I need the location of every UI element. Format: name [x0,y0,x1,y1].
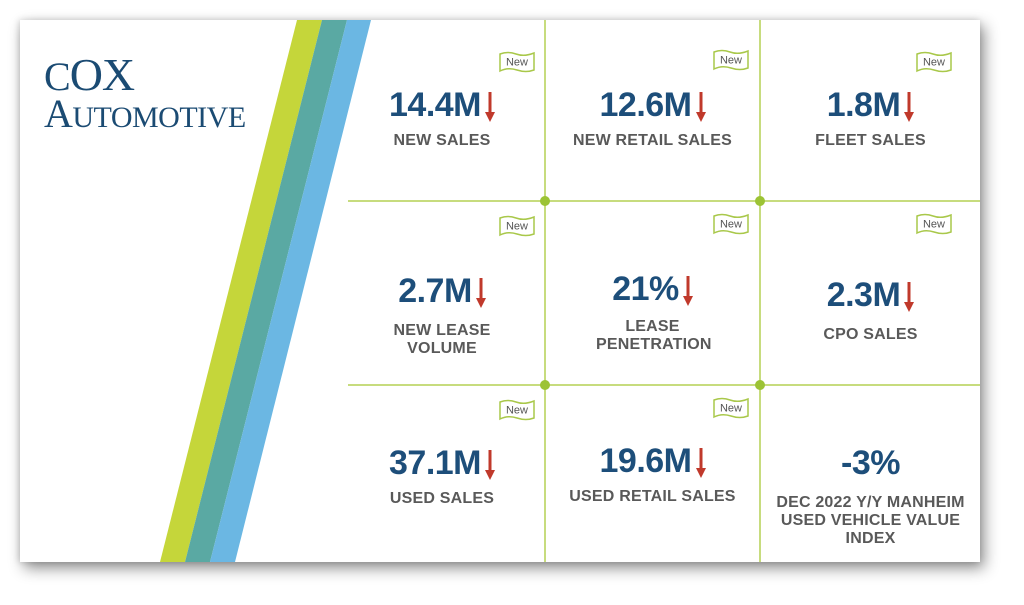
metric-label: USED RETAIL SALES [569,488,736,505]
new-badge: New [712,212,750,241]
value-text: 12.6M [599,86,693,124]
badge-text: New [923,219,945,231]
slide: COX AUTOMOTIVE New 14.4M NEW SALES New 1… [20,20,980,562]
cox-automotive-logo: COX AUTOMOTIVE [44,49,246,136]
metric-label: NEW RETAIL SALES [572,132,733,149]
tile-cpo-sales: New 2.3M CPO SALES [761,202,980,384]
down-arrow-icon [904,282,915,313]
new-badge: New [498,50,536,79]
value-text: 14.4M [389,86,482,124]
metric-label: CPO SALES [823,326,918,343]
metric-value: 1.8M [761,86,980,125]
metric-value: 21% [546,270,759,309]
logo-line1-rest: OX [69,49,135,100]
value-text: -3% [841,444,900,482]
down-arrow-icon [485,450,495,481]
grid-dot [755,196,765,206]
metric-label: USED SALES [389,490,495,507]
grid-hline-1 [348,200,980,202]
badge-text: New [923,57,945,69]
grid-hline-2 [348,384,980,386]
new-badge: New [712,396,750,425]
tile-new-retail-sales: New 12.6M NEW RETAIL SALES [546,20,759,200]
metric-label: FLEET SALES [815,132,926,149]
down-arrow-icon [475,278,486,309]
grid-vline-2 [759,20,761,562]
badge-text: New [506,405,528,417]
metric-label: NEW SALES [393,132,491,149]
value-text: 2.7M [398,272,472,310]
metric-label: NEW LEASE VOLUME [393,322,491,357]
metric-value: 37.1M [340,444,544,483]
down-arrow-icon [695,448,706,479]
metric-label: LEASE PENETRATION [596,318,712,353]
metric-value: 2.3M [761,276,980,315]
metric-value: 14.4M [340,86,544,125]
down-arrow-icon [695,92,706,123]
tile-lease-penetration: New 21% LEASE PENETRATION [546,202,759,384]
tile-new-sales: New 14.4M NEW SALES [340,20,544,200]
badge-text: New [720,55,742,67]
new-badge: New [498,398,536,427]
badge-text: New [720,403,742,415]
metric-value: 12.6M [546,86,759,125]
down-arrow-icon [904,92,915,123]
metric-value: 2.7M [340,272,544,311]
badge-text: New [506,221,528,233]
value-text: 2.3M [826,276,901,314]
tile-manheim-index: -3% DEC 2022 Y/Y MANHEIM USED VEHICLE VA… [761,386,980,562]
tile-fleet-sales: New 1.8M FLEET SALES [761,20,980,200]
grid-dot [755,380,765,390]
value-text: 19.6M [599,442,693,480]
metric-value: -3% [761,444,980,483]
value-text: 37.1M [389,444,482,482]
tile-used-sales: New 37.1M USED SALES [340,386,544,562]
grid-dot [540,380,550,390]
new-badge: New [915,212,953,241]
value-text: 1.8M [826,86,901,124]
down-arrow-icon [682,276,693,307]
badge-text: New [720,219,742,231]
grid-dot [540,196,550,206]
new-badge: New [915,50,953,79]
tile-new-lease-volume: New 2.7M NEW LEASE VOLUME [340,202,544,384]
grid-vline-1 [544,20,546,562]
metric-label: DEC 2022 Y/Y MANHEIM USED VEHICLE VALUE … [776,494,965,547]
tile-used-retail-sales: New 19.6M USED RETAIL SALES [546,386,759,562]
new-badge: New [712,48,750,77]
brand-stripes [160,20,371,562]
badge-text: New [506,57,528,69]
down-arrow-icon [485,92,495,123]
metric-value: 19.6M [546,442,759,481]
value-text: 21% [612,270,679,308]
new-badge: New [498,214,536,243]
